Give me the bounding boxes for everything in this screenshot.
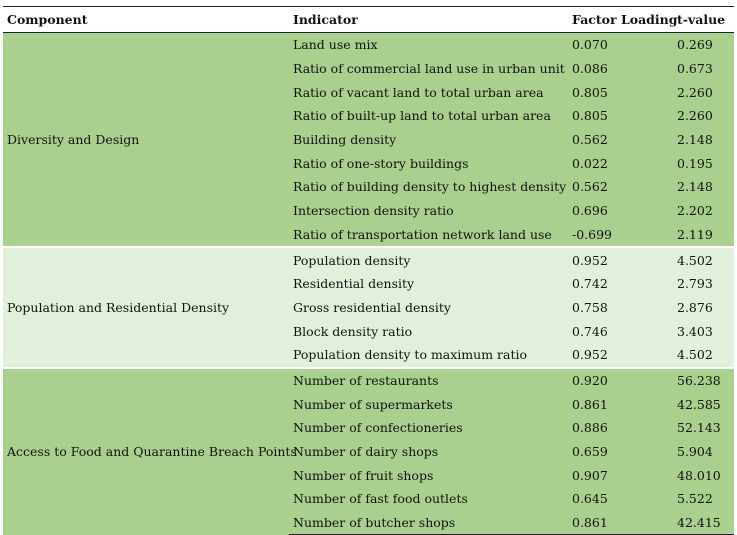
- indicator-cell: Ratio of building density to highest den…: [289, 175, 568, 199]
- factor-loading-table: Component Indicator Factor Loading t-val…: [3, 6, 734, 535]
- factor-loading-cell: 0.758: [568, 295, 673, 320]
- header-indicator: Indicator: [289, 6, 568, 33]
- t-value-cell: 52.143: [673, 416, 734, 440]
- factor-loading-cell: 0.659: [568, 439, 673, 464]
- t-value-cell: 42.415: [673, 510, 734, 535]
- indicator-cell: Building density: [289, 127, 568, 152]
- t-value-cell: 0.269: [673, 32, 734, 57]
- indicator-cell: Population density: [289, 247, 568, 272]
- t-value-cell: 2.119: [673, 222, 734, 249]
- t-value-cell: 5.904: [673, 439, 734, 464]
- factor-loading-cell: 0.907: [568, 463, 673, 488]
- factor-loading-cell: 0.861: [568, 510, 673, 535]
- table-row: Population and Residential Density Popula…: [3, 247, 734, 369]
- t-value-cell: 2.260: [673, 80, 734, 105]
- factor-loading-cell: 0.645: [568, 487, 673, 511]
- table-row: Ratio of transportation network land use…: [3, 222, 734, 249]
- indicator-cell: Number of fast food outlets: [289, 487, 568, 511]
- factor-loading-cell: 0.886: [568, 416, 673, 440]
- factor-loading-cell: 0.562: [568, 175, 673, 199]
- t-value-cell: 2.148: [673, 127, 734, 152]
- indicator-cell: Intersection density ratio: [289, 198, 568, 223]
- indicator-cell: Number of restaurants: [289, 367, 568, 393]
- factor-loading-cell: 0.805: [568, 104, 673, 128]
- t-value-cell: 42.585: [673, 392, 734, 416]
- factor-loading-cell: 0.952: [568, 247, 673, 272]
- indicator-cell: Population density to maximum ratio: [289, 342, 568, 369]
- factor-loading-cell: 0.805: [568, 80, 673, 105]
- factor-loading-cell: 0.952: [568, 342, 673, 369]
- t-value-cell: 0.673: [673, 56, 734, 81]
- indicator-cell: Number of butcher shops: [289, 510, 568, 535]
- t-value-cell: 0.195: [673, 151, 734, 176]
- t-value-cell: 2.793: [673, 271, 734, 296]
- indicator-cell: Ratio of transportation network land use: [289, 222, 568, 249]
- factor-loading-cell: 0.070: [568, 32, 673, 57]
- factor-loading-cell: 0.022: [568, 151, 673, 176]
- indicator-cell: Number of dairy shops: [289, 439, 568, 464]
- component-cell: Population and Residential Density: [3, 247, 289, 369]
- indicator-cell: Gross residential density: [289, 295, 568, 320]
- t-value-cell: 4.502: [673, 342, 734, 369]
- t-value-cell: 56.238: [673, 367, 734, 393]
- t-value-cell: 2.260: [673, 104, 734, 128]
- t-value-cell: 48.010: [673, 463, 734, 488]
- t-value-cell: 5.522: [673, 487, 734, 511]
- header-component: Component: [3, 6, 289, 33]
- indicator-cell: Number of confectioneries: [289, 416, 568, 440]
- table-row: Diversity and Design Land use mix 0.070 0.2…: [3, 32, 734, 249]
- factor-loading-cell: 0.086: [568, 56, 673, 81]
- indicator-cell: Ratio of one-story buildings: [289, 151, 568, 176]
- indicator-cell: Number of supermarkets: [289, 392, 568, 416]
- t-value-cell: 4.502: [673, 247, 734, 272]
- header-t-value: t-value: [673, 6, 734, 33]
- t-value-cell: 2.876: [673, 295, 734, 320]
- table-row: Access to Food and Quarantine Breach Poi…: [3, 367, 734, 535]
- factor-loading-cell: 0.746: [568, 319, 673, 343]
- indicator-cell: Residential density: [289, 271, 568, 296]
- factor-loading-cell: 0.696: [568, 198, 673, 223]
- indicator-cell: Ratio of vacant land to total urban area: [289, 80, 568, 105]
- t-value-cell: 3.403: [673, 319, 734, 343]
- factor-loading-cell: -0.699: [568, 222, 673, 249]
- indicator-cell: Land use mix: [289, 32, 568, 57]
- factor-loading-cell: 0.920: [568, 367, 673, 393]
- table-row: Population density to maximum ratio 0.952…: [3, 342, 734, 369]
- factor-loading-cell: 0.562: [568, 127, 673, 152]
- indicator-cell: Ratio of built-up land to total urban ar…: [289, 104, 568, 128]
- t-value-cell: 2.148: [673, 175, 734, 199]
- factor-loading-cell: 0.861: [568, 392, 673, 416]
- header-row: Component Indicator Factor Loading t-val…: [3, 6, 734, 33]
- indicator-cell: Number of fruit shops: [289, 463, 568, 488]
- table-body: Diversity and Design Land use mix 0.070 0.2…: [3, 32, 734, 535]
- factor-loading-cell: 0.742: [568, 271, 673, 296]
- component-cell: Access to Food and Quarantine Breach Poi…: [3, 367, 297, 535]
- component-cell: Diversity and Design: [3, 32, 289, 249]
- indicator-cell: Block density ratio: [289, 319, 568, 343]
- header-factor-loading: Factor Loading: [568, 6, 678, 33]
- indicator-cell: Ratio of commercial land use in urban un…: [289, 56, 568, 81]
- t-value-cell: 2.202: [673, 198, 734, 223]
